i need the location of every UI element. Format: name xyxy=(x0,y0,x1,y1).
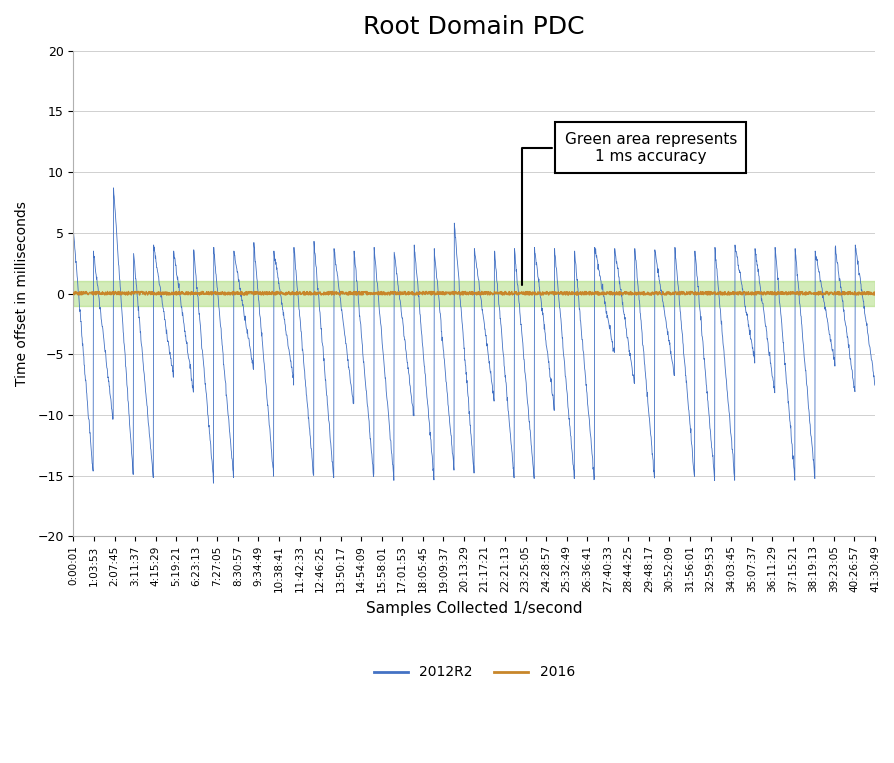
Title: Root Domain PDC: Root Domain PDC xyxy=(363,15,585,39)
Legend: 2012R2, 2016: 2012R2, 2016 xyxy=(367,660,579,685)
X-axis label: Samples Collected 1/second: Samples Collected 1/second xyxy=(366,600,582,616)
Y-axis label: Time offset in milliseconds: Time offset in milliseconds xyxy=(15,201,29,386)
Bar xyxy=(73,282,874,306)
Text: Green area represents
1 ms accuracy: Green area represents 1 ms accuracy xyxy=(522,132,736,285)
